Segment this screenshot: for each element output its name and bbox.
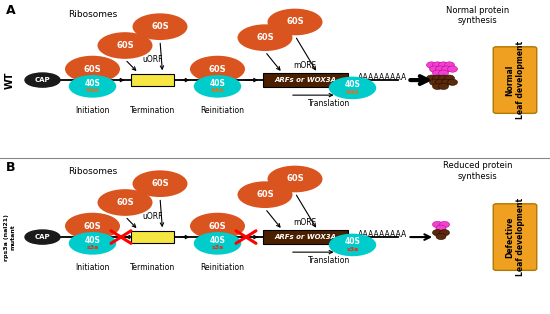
Ellipse shape <box>238 181 293 208</box>
Ellipse shape <box>97 32 152 59</box>
Circle shape <box>439 230 449 236</box>
Circle shape <box>436 66 446 72</box>
Circle shape <box>432 230 443 236</box>
Ellipse shape <box>194 75 241 98</box>
Text: Normal protein
synthesis: Normal protein synthesis <box>446 6 509 25</box>
Circle shape <box>438 62 448 68</box>
Text: Translation: Translation <box>307 99 350 108</box>
Text: 60S: 60S <box>151 22 169 31</box>
Circle shape <box>436 225 446 231</box>
Ellipse shape <box>238 24 293 51</box>
Ellipse shape <box>65 56 120 82</box>
Circle shape <box>432 70 443 76</box>
Ellipse shape <box>133 170 188 197</box>
Text: 40S: 40S <box>344 237 360 246</box>
Text: 40S: 40S <box>210 79 226 88</box>
Text: WT: WT <box>5 71 15 89</box>
Circle shape <box>432 221 443 228</box>
Text: A: A <box>6 4 15 17</box>
Circle shape <box>442 79 452 85</box>
Text: 60S: 60S <box>256 33 274 42</box>
Text: mORF: mORF <box>294 218 316 227</box>
Bar <box>131 231 174 243</box>
Circle shape <box>436 79 446 85</box>
Ellipse shape <box>97 189 152 216</box>
Text: rps3a (nal21)
mutant: rps3a (nal21) mutant <box>4 214 15 261</box>
Ellipse shape <box>69 232 116 255</box>
Text: Defective
Leaf development: Defective Leaf development <box>505 198 525 276</box>
Text: 60S: 60S <box>84 65 101 73</box>
Ellipse shape <box>329 234 376 256</box>
Text: uORF: uORF <box>142 55 163 64</box>
Text: B: B <box>6 161 15 174</box>
Ellipse shape <box>267 166 322 192</box>
Circle shape <box>430 66 439 72</box>
Text: 60S: 60S <box>208 222 226 230</box>
Text: 60S: 60S <box>256 190 274 199</box>
Circle shape <box>432 62 443 68</box>
Text: 60S: 60S <box>84 222 101 230</box>
Text: Ribosomes: Ribosomes <box>68 10 117 19</box>
Ellipse shape <box>25 230 60 244</box>
Text: AAAAAAAAA: AAAAAAAAA <box>358 230 407 239</box>
Text: 60S: 60S <box>286 18 304 26</box>
Text: Reinitiation: Reinitiation <box>201 106 245 115</box>
Bar <box>131 74 174 86</box>
Text: s3a: s3a <box>346 246 359 252</box>
Ellipse shape <box>69 75 116 98</box>
Text: S3A: S3A <box>211 88 224 93</box>
Text: 60S: 60S <box>151 179 169 188</box>
Text: 40S: 40S <box>85 236 101 245</box>
Circle shape <box>444 75 454 81</box>
Text: 60S: 60S <box>116 41 134 50</box>
Ellipse shape <box>65 213 120 239</box>
Circle shape <box>438 70 448 76</box>
Text: Ribosomes: Ribosomes <box>68 167 117 176</box>
Text: Termination: Termination <box>130 106 175 115</box>
Text: CAP: CAP <box>35 234 50 240</box>
Text: 60S: 60S <box>286 175 304 183</box>
Circle shape <box>436 233 446 240</box>
Circle shape <box>439 221 449 228</box>
FancyBboxPatch shape <box>493 47 537 113</box>
Text: 40S: 40S <box>210 236 226 245</box>
Text: Termination: Termination <box>130 263 175 272</box>
Ellipse shape <box>190 213 245 239</box>
Ellipse shape <box>133 13 188 40</box>
Ellipse shape <box>190 56 245 82</box>
Text: 40S: 40S <box>85 79 101 88</box>
Circle shape <box>442 66 452 72</box>
Circle shape <box>430 79 439 85</box>
Ellipse shape <box>329 77 376 99</box>
Bar <box>262 73 348 87</box>
Text: Reduced protein
synthesis: Reduced protein synthesis <box>443 161 512 181</box>
Circle shape <box>426 62 437 68</box>
Text: Normal
Leaf development: Normal Leaf development <box>505 41 525 119</box>
Text: 60S: 60S <box>116 198 134 207</box>
Ellipse shape <box>25 73 60 87</box>
Text: CAP: CAP <box>35 77 50 83</box>
Text: S3A: S3A <box>86 88 100 93</box>
Circle shape <box>448 66 458 72</box>
Text: S3A: S3A <box>345 89 360 95</box>
Text: AAAAAAAAA: AAAAAAAAA <box>358 73 407 82</box>
Text: s3a: s3a <box>86 245 98 250</box>
Circle shape <box>438 83 448 89</box>
Text: mORF: mORF <box>294 61 316 70</box>
FancyBboxPatch shape <box>493 204 537 270</box>
Text: 40S: 40S <box>344 80 360 89</box>
Circle shape <box>432 83 443 89</box>
Text: 60S: 60S <box>208 65 226 73</box>
Text: Initiation: Initiation <box>75 263 109 272</box>
Text: ARFs or WOX3A: ARFs or WOX3A <box>274 234 336 240</box>
Ellipse shape <box>267 8 322 35</box>
Circle shape <box>426 75 437 81</box>
Text: Translation: Translation <box>307 256 350 265</box>
Circle shape <box>444 62 454 68</box>
Circle shape <box>438 75 448 81</box>
Text: s3a: s3a <box>211 245 224 250</box>
Text: Initiation: Initiation <box>75 106 109 115</box>
Text: uORF: uORF <box>142 212 163 221</box>
Circle shape <box>432 75 443 81</box>
Text: ARFs or WOX3A: ARFs or WOX3A <box>274 77 336 83</box>
